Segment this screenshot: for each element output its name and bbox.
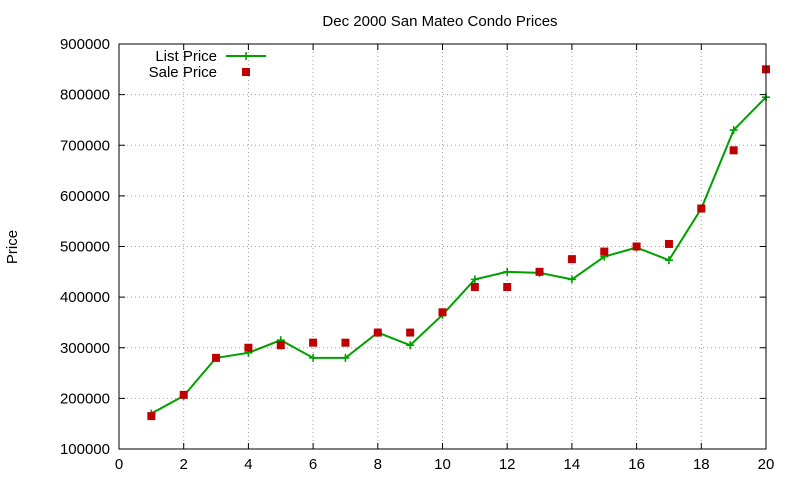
list-price-point bbox=[406, 341, 415, 350]
sale-price-point bbox=[341, 338, 350, 347]
sale-price-point bbox=[632, 242, 641, 251]
sale-price-point bbox=[503, 283, 512, 291]
list-price-point bbox=[567, 275, 576, 284]
sale-price-point bbox=[600, 247, 609, 256]
x-tick-label: 10 bbox=[434, 456, 451, 473]
y-tick-label: 400000 bbox=[60, 289, 110, 306]
sale-price-point bbox=[147, 412, 156, 421]
x-tick-label: 8 bbox=[374, 456, 382, 473]
sale-price-point bbox=[276, 341, 285, 350]
sale-price-point bbox=[309, 338, 318, 347]
legend-plus-marker bbox=[242, 52, 250, 60]
sale-price-point bbox=[729, 146, 738, 155]
sale-price-point bbox=[406, 328, 415, 337]
list-price-point bbox=[341, 353, 350, 362]
sale-price-point bbox=[470, 283, 479, 291]
y-tick-label: 700000 bbox=[60, 137, 110, 154]
x-tick-label: 4 bbox=[244, 456, 252, 473]
y-tick-label: 900000 bbox=[60, 36, 110, 53]
x-tick-label: 2 bbox=[180, 456, 188, 473]
sale-price-point bbox=[438, 308, 447, 317]
legend-square-marker bbox=[242, 68, 250, 76]
sale-price-point bbox=[567, 255, 576, 264]
list-price-point bbox=[729, 126, 738, 135]
y-tick-label: 500000 bbox=[60, 239, 110, 256]
list-price-point bbox=[503, 267, 512, 276]
x-tick-label: 14 bbox=[564, 456, 581, 473]
x-tick-label: 16 bbox=[628, 456, 645, 473]
chart-title: Dec 2000 San Mateo Condo Prices bbox=[322, 13, 557, 30]
x-tick-label: 12 bbox=[499, 456, 516, 473]
y-tick-label: 300000 bbox=[60, 340, 110, 357]
list-price-point bbox=[309, 353, 318, 362]
sale-price-point bbox=[179, 390, 188, 399]
sale-price-point bbox=[535, 267, 544, 276]
list-price-point bbox=[664, 256, 673, 265]
y-tick-label: 800000 bbox=[60, 87, 110, 104]
x-tick-label: 18 bbox=[693, 456, 710, 473]
legend-label: Sale Price bbox=[149, 64, 217, 81]
sale-price-point bbox=[664, 239, 673, 248]
y-tick-label: 100000 bbox=[60, 441, 110, 458]
list-price-line bbox=[150, 96, 767, 415]
sale-price-point bbox=[212, 353, 221, 362]
x-tick-label: 0 bbox=[115, 456, 123, 473]
x-tick-label: 6 bbox=[309, 456, 317, 473]
plot-frame bbox=[118, 43, 767, 450]
sale-price-point bbox=[373, 328, 382, 337]
axis-ticks: 0 2 4 6 8 10 12 14 16 18 20 100000 200000 300000 40000… bbox=[60, 36, 774, 473]
list-price-point bbox=[470, 275, 479, 284]
y-tick-label: 600000 bbox=[60, 188, 110, 205]
y-tick-label: 200000 bbox=[60, 390, 110, 407]
sale-price-point bbox=[244, 343, 253, 352]
plot-series bbox=[147, 65, 770, 421]
sale-price-point bbox=[697, 204, 706, 213]
x-tick-label: 20 bbox=[758, 456, 775, 473]
legend-label: List Price bbox=[155, 48, 217, 65]
y-axis-label: Price bbox=[4, 230, 21, 264]
